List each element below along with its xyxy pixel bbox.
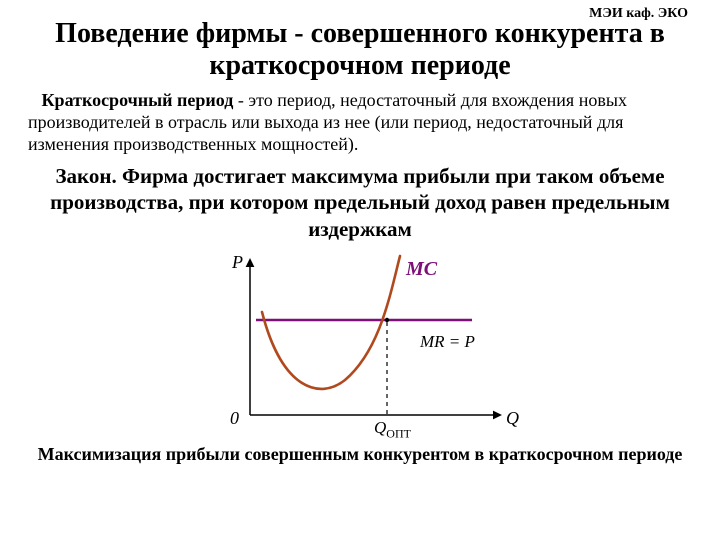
chart-caption: Максимизация прибыли совершенным конкуре… bbox=[28, 444, 692, 466]
definition-term: Краткосрочный период bbox=[42, 90, 234, 110]
page-title: Поведение фирмы - совершенного конкурент… bbox=[28, 18, 692, 82]
chart-container: P 0 Q MC MR = P QОПТ bbox=[28, 250, 692, 440]
law-statement: Закон. Фирма достигает максимума прибыли… bbox=[36, 163, 684, 242]
definition-paragraph: Краткосрочный период - это период, недос… bbox=[28, 90, 692, 155]
chart-svg bbox=[190, 250, 530, 440]
header-note: МЭИ каф. ЭКО bbox=[589, 6, 688, 22]
axis-label-zero: 0 bbox=[230, 408, 239, 429]
profit-max-chart: P 0 Q MC MR = P QОПТ bbox=[190, 250, 530, 440]
mc-label: MC bbox=[406, 258, 437, 281]
mr-label: MR = P bbox=[420, 332, 475, 352]
q-opt-label: QОПТ bbox=[374, 418, 411, 441]
axis-label-p: P bbox=[232, 252, 243, 273]
axis-label-q: Q bbox=[506, 408, 519, 429]
